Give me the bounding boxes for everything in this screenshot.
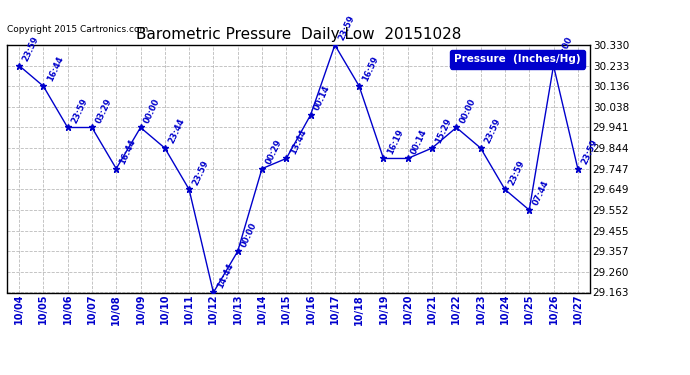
Title: Barometric Pressure  Daily Low  20151028: Barometric Pressure Daily Low 20151028 bbox=[136, 27, 461, 42]
Text: 23:59: 23:59 bbox=[191, 159, 210, 186]
Text: 14:44: 14:44 bbox=[215, 261, 235, 290]
Text: 00:29: 00:29 bbox=[264, 138, 284, 166]
Text: 00:00: 00:00 bbox=[555, 35, 575, 63]
Text: 23:59: 23:59 bbox=[580, 138, 599, 166]
Text: 00:14: 00:14 bbox=[313, 84, 332, 112]
Text: 16:44: 16:44 bbox=[118, 138, 138, 166]
Text: Copyright 2015 Cartronics.com: Copyright 2015 Cartronics.com bbox=[7, 25, 148, 34]
Legend: Pressure  (Inches/Hg): Pressure (Inches/Hg) bbox=[450, 50, 584, 69]
Text: 23:59: 23:59 bbox=[482, 117, 502, 145]
Text: 23:59: 23:59 bbox=[21, 34, 41, 63]
Text: 00:00: 00:00 bbox=[239, 220, 259, 248]
Text: 16:59: 16:59 bbox=[361, 55, 381, 83]
Text: 16:44: 16:44 bbox=[46, 55, 65, 83]
Text: 03:29: 03:29 bbox=[94, 97, 113, 124]
Text: 23:59: 23:59 bbox=[507, 159, 526, 186]
Text: 07:44: 07:44 bbox=[531, 179, 551, 207]
Text: 13:44: 13:44 bbox=[288, 128, 308, 156]
Text: 23:59: 23:59 bbox=[70, 97, 89, 124]
Text: 16:19: 16:19 bbox=[386, 128, 405, 156]
Text: 15:29: 15:29 bbox=[434, 117, 453, 145]
Text: 00:14: 00:14 bbox=[410, 128, 429, 156]
Text: 00:00: 00:00 bbox=[142, 97, 161, 124]
Text: 23:59: 23:59 bbox=[337, 14, 356, 42]
Text: 23:44: 23:44 bbox=[167, 117, 186, 145]
Text: 00:00: 00:00 bbox=[458, 97, 477, 124]
